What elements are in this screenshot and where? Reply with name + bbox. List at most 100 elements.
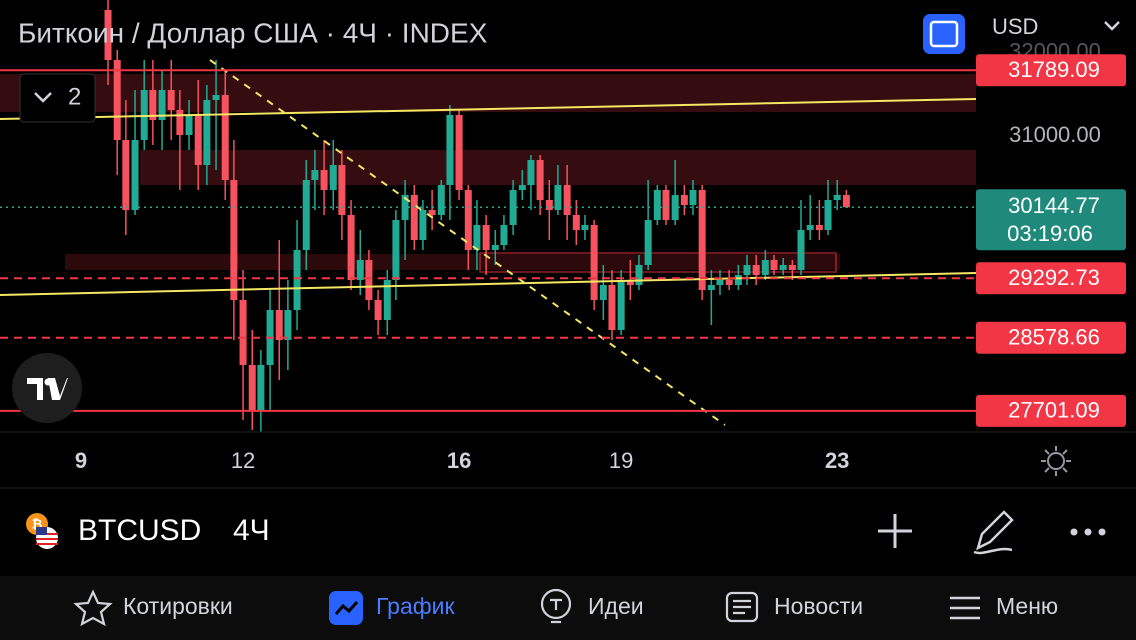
candle-body bbox=[653, 190, 661, 220]
candle-body bbox=[581, 225, 589, 230]
candle-body bbox=[545, 200, 553, 210]
candle-body bbox=[239, 300, 247, 365]
candle-body bbox=[527, 160, 535, 185]
nav-icon bbox=[950, 596, 980, 620]
add-button[interactable] bbox=[878, 514, 912, 548]
candle-body bbox=[842, 195, 850, 208]
candle-body bbox=[446, 115, 454, 185]
nav-items: Котировки График Идеи Новости Меню bbox=[123, 593, 1058, 619]
nav-item[interactable]: Котировки bbox=[123, 593, 233, 619]
candle-body bbox=[392, 220, 400, 280]
candle-body bbox=[599, 285, 607, 300]
symbol[interactable]: BTCUSD bbox=[78, 514, 201, 547]
candle-body bbox=[635, 265, 643, 285]
draw-button[interactable] bbox=[973, 510, 1014, 555]
price-label-box bbox=[976, 262, 1126, 295]
candle-body bbox=[698, 190, 706, 290]
candle-body bbox=[185, 115, 193, 135]
fullscreen-button[interactable] bbox=[923, 14, 965, 54]
price-label: 29292.73 bbox=[1008, 265, 1100, 290]
nav-icon bbox=[540, 588, 572, 624]
candle-body bbox=[167, 90, 175, 110]
candle-body bbox=[608, 285, 616, 330]
price-label-box bbox=[976, 321, 1126, 354]
candle-body bbox=[689, 190, 697, 205]
x-tick-label: 12 bbox=[231, 448, 255, 473]
candle-body bbox=[203, 100, 211, 165]
x-tick-label: 19 bbox=[609, 448, 633, 473]
candle-body bbox=[383, 280, 391, 320]
settings-icon[interactable] bbox=[1041, 446, 1071, 476]
candle-body bbox=[644, 220, 652, 265]
candle-body bbox=[194, 115, 202, 165]
layers-count: 2 bbox=[68, 83, 81, 110]
candle-body bbox=[806, 225, 814, 230]
chart-area bbox=[0, 0, 977, 432]
candle-body bbox=[131, 140, 139, 210]
nav-item[interactable]: Идеи bbox=[588, 593, 644, 619]
candle-body bbox=[797, 230, 805, 270]
candle-body bbox=[176, 110, 184, 135]
svg-text:₿: ₿ bbox=[32, 516, 43, 531]
candle-body bbox=[626, 280, 634, 285]
candle-body bbox=[437, 185, 445, 215]
price-label-box bbox=[976, 54, 1126, 87]
candle-body bbox=[590, 225, 598, 300]
candle-body bbox=[122, 140, 130, 210]
candle-body bbox=[356, 260, 364, 280]
zone bbox=[65, 254, 840, 270]
candle-body bbox=[482, 225, 490, 250]
candle-body bbox=[320, 170, 328, 190]
last-price-label: 30144.77 bbox=[1008, 193, 1100, 218]
candle-body bbox=[365, 260, 373, 300]
candle-body bbox=[257, 365, 265, 410]
candle-body bbox=[104, 10, 112, 60]
candle-body bbox=[455, 115, 463, 190]
interval[interactable]: 4Ч bbox=[233, 514, 270, 547]
candle-body bbox=[428, 210, 436, 215]
more-button[interactable] bbox=[1070, 528, 1106, 536]
candle-body bbox=[770, 260, 778, 270]
nav-item[interactable]: График bbox=[376, 593, 456, 619]
x-tick-label: 16 bbox=[447, 448, 471, 473]
candle-body bbox=[662, 190, 670, 220]
y-tick-label: 31000.00 bbox=[1009, 122, 1101, 147]
candle-body bbox=[113, 60, 121, 140]
x-tick-label: 9 bbox=[75, 448, 87, 473]
candle-body bbox=[419, 210, 427, 240]
last-price-box bbox=[976, 189, 1126, 251]
candle-body bbox=[752, 265, 760, 275]
candle-body bbox=[275, 310, 283, 340]
price-label: 28578.66 bbox=[1008, 325, 1100, 350]
chart-title: Биткоин / Доллар США · 4Ч · INDEX bbox=[18, 17, 488, 48]
candle-body bbox=[779, 265, 787, 270]
candle-body bbox=[716, 280, 724, 285]
candle-body bbox=[743, 265, 751, 275]
candle-body bbox=[464, 190, 472, 250]
candle-body bbox=[500, 225, 508, 245]
candle-body bbox=[725, 280, 733, 285]
price-label-box bbox=[976, 394, 1126, 427]
candle-body bbox=[617, 280, 625, 330]
trend-line bbox=[0, 98, 977, 120]
candle-body bbox=[473, 225, 481, 250]
currency[interactable]: USD bbox=[992, 14, 1038, 39]
nav-item[interactable]: Новости bbox=[774, 593, 863, 619]
countdown: 03:19:06 bbox=[1007, 221, 1093, 246]
nav-item[interactable]: Меню bbox=[996, 593, 1058, 619]
candle-body bbox=[284, 310, 292, 340]
candle-body bbox=[374, 300, 382, 320]
candle-body bbox=[788, 265, 796, 270]
candle-body bbox=[293, 250, 301, 310]
candle-body bbox=[824, 200, 832, 230]
layers-toggle[interactable]: 2 bbox=[19, 73, 96, 123]
candle-body bbox=[761, 260, 769, 275]
candle-body bbox=[491, 245, 499, 250]
candle-body bbox=[302, 180, 310, 250]
candle-body bbox=[158, 90, 166, 120]
price-label: 31789.09 bbox=[1008, 57, 1100, 82]
candle-body bbox=[671, 195, 679, 220]
candle-body bbox=[401, 195, 409, 220]
candle-body bbox=[149, 90, 157, 120]
candle-body bbox=[536, 160, 544, 200]
